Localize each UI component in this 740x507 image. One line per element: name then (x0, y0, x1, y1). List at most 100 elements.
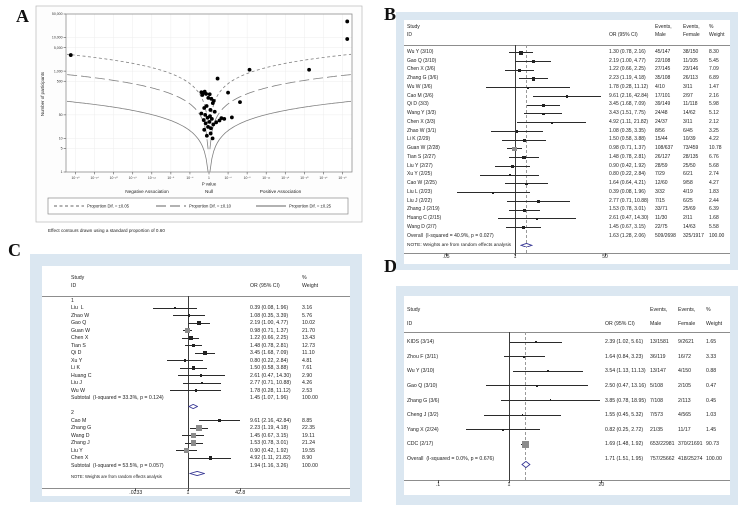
or-ci-value: 2.77 (0.71, 10.88) (250, 380, 291, 387)
or-ci-value: 1.78 (0.28, 11.12) (250, 387, 291, 394)
forest-plot-subgroups: Study ID OR (95% CI)% Weight 1 Liu L 0.39 (0.0… (42, 266, 350, 496)
weight-value: 100.00 (709, 232, 725, 239)
events-female-value: 28/135 (683, 153, 699, 160)
y-tick-label: 10,000 (52, 36, 63, 40)
weight-value: 100.00 (302, 395, 318, 402)
study-label: Zhao W (3/1) (407, 127, 437, 134)
or-ci-value: 0.82 (0.25, 2.72) (605, 426, 644, 433)
events-female-value: 418/25274 (678, 455, 703, 462)
point-estimate-marker (200, 374, 203, 377)
point-estimate-marker (217, 418, 222, 423)
pooled-diamond-svg (519, 242, 533, 248)
events-male-value: 5/108 (650, 382, 663, 389)
weight-value: 0.88 (706, 368, 717, 375)
or-ci-value: 0.80 (0.22, 2.84) (609, 171, 646, 178)
events-female-value: 14/62 (683, 110, 696, 117)
study-label: Xu Y (2/25) (407, 171, 433, 178)
col-header-weight: % (706, 307, 711, 314)
study-point (202, 127, 207, 132)
or-ci-value: 1.64 (0.64, 4.21) (609, 180, 646, 187)
point-estimate-marker (200, 381, 204, 385)
contour-curve (209, 74, 352, 150)
contour-curve (209, 53, 352, 129)
or-ci-value: 1.45 (0.67, 3.15) (609, 223, 646, 230)
header-divider (42, 296, 350, 297)
study-label: Wang D (2/7) (407, 223, 437, 230)
col-header-events-female: Events, (683, 24, 700, 31)
weight-value: 2.16 (709, 92, 719, 99)
point-estimate-marker (183, 359, 187, 362)
study-label: Cao M (3/6) (407, 92, 434, 99)
events-female-value: 16/72 (678, 353, 691, 360)
or-ci-value: 1.48 (0.78, 2.81) (250, 342, 289, 349)
point-estimate-marker (527, 86, 530, 89)
x-tick-label: 10⁻⁴ (225, 176, 233, 180)
or-ci-value: 1.78 (0.28, 11.12) (609, 83, 649, 90)
events-female-value: 3/11 (683, 83, 693, 90)
study-label: Zhang J (2/19) (407, 206, 440, 213)
events-male-value: 22/75 (655, 223, 668, 230)
events-male-value: 8/56 (655, 127, 665, 134)
events-female-value: 4/565 (678, 412, 691, 419)
weight-value: 19.55 (302, 447, 315, 454)
x-tick-label: 10⁻²⁴ (319, 176, 328, 180)
or-ci-value: 1.30 (0.78, 2.16) (609, 48, 646, 55)
y-tick-label: 10 (59, 137, 63, 141)
study-point (204, 92, 209, 96)
weight-value: 5.58 (709, 223, 719, 230)
events-male-value: 17/101 (655, 92, 671, 99)
weight-value: 8.90 (302, 455, 313, 462)
study-label: Liu Y (71, 447, 83, 454)
x-axis-tick (445, 253, 447, 256)
col-header-or: OR (95% CI) (250, 283, 280, 290)
x-tick-label: 10⁻²⁰ (300, 176, 309, 180)
events-male-value: 13/147 (650, 368, 666, 375)
forest-panel-c-background: Study ID OR (95% CI)% Weight 1 Liu L 0.39 (0.0… (30, 254, 362, 502)
or-ci-value: 1.63 (1.28, 2.06) (609, 232, 646, 239)
pooled-diamond (187, 396, 199, 409)
weights-note: NOTE: Weights are from random effects an… (71, 473, 162, 479)
or-ci-value: 0.39 (0.08, 1.96) (609, 188, 646, 195)
weight-value: 90.73 (706, 441, 719, 448)
point-estimate-marker (196, 425, 202, 431)
study-point (207, 119, 212, 124)
weight-value: 3.33 (706, 353, 717, 360)
or-ci-value: 2.50 (0.47, 13.16) (605, 382, 646, 389)
x-axis-tick (437, 480, 439, 483)
weight-value: 1.03 (706, 412, 717, 419)
point-estimate-marker (184, 448, 189, 453)
header-divider (404, 332, 730, 333)
study-point (307, 67, 311, 72)
header-divider (404, 45, 730, 46)
x-axis-tick (604, 253, 606, 256)
study-label: Gao Q (3/10) (407, 57, 437, 64)
or-ci-value: 2.23 (1.19, 4.18) (609, 75, 646, 82)
weight-value: 8.30 (709, 48, 719, 55)
weight-value: 4.81 (302, 357, 313, 364)
point-estimate-marker (512, 146, 517, 152)
events-female-value: 2/105 (678, 382, 691, 389)
point-estimate-marker (515, 130, 518, 133)
events-female-value: 3/11 (683, 118, 693, 125)
y-axis-title: Number of participants (40, 71, 45, 116)
study-label: Tian S (71, 342, 86, 349)
or-ci-value: 1.08 (0.35, 3.39) (250, 312, 289, 319)
study-point (222, 116, 227, 121)
pooled-diamond-svg (188, 470, 207, 477)
or-ci-value: 0.98 (0.71, 1.37) (609, 145, 646, 152)
weight-value: 5.68 (709, 162, 719, 169)
events-female-value: 9/2621 (678, 339, 694, 346)
x-axis-tick-label: 1 (186, 489, 190, 496)
study-label: Li K (71, 365, 80, 372)
study-point (226, 90, 230, 95)
weight-value: 21.70 (302, 327, 315, 334)
study-point (207, 92, 212, 97)
x-tick-label: 10⁻²⁰ (110, 176, 119, 180)
weight-value: 13.43 (302, 335, 315, 342)
contour-curve (66, 53, 209, 129)
pooled-diamond (188, 463, 207, 477)
point-estimate-marker (208, 456, 212, 460)
study-label: Chen X (71, 455, 89, 462)
or-ci-value: 1.53 (0.78, 3.01) (609, 206, 646, 213)
weight-value: 2.44 (709, 197, 719, 204)
